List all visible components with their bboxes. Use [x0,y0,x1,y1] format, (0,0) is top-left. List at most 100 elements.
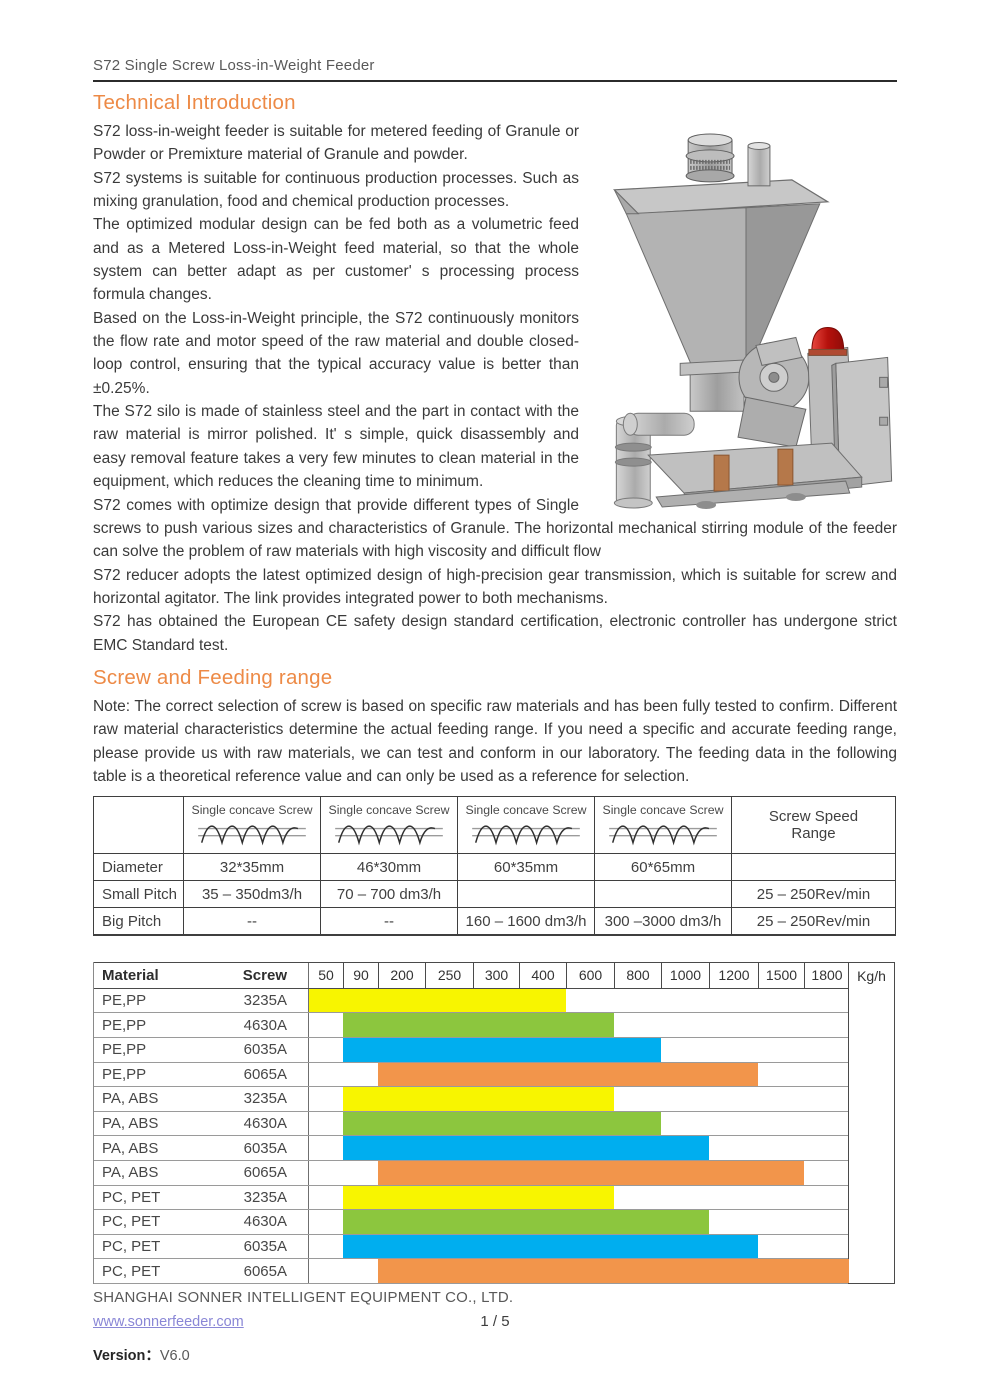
screw-label: 6065A [243,1164,287,1182]
range-bar [343,1185,614,1210]
feeding-range-chart: Material Screw 50 90 200 250 300 400 600 800 100… [93,961,895,1284]
axis-tick-1000: 1000 [661,962,709,988]
technical-introduction-paragraphs: S72 loss-in-weight feeder is suitable fo… [93,120,897,657]
body-paragraph: The optimized modular design can be fed … [93,216,579,304]
range-bar [343,1037,661,1062]
chart-row-paabs-6035a: PA, ABS 6035A [94,1136,848,1161]
material-label: PA, ABS [102,1115,159,1133]
material-label: PE,PP [102,1041,147,1059]
screw-label: 6065A [243,1262,287,1280]
screw-label: 6065A [243,1065,287,1083]
axis-tick-250: 250 [425,962,473,988]
material-label: PA, ABS [102,1090,159,1108]
axis-tick-300: 300 [473,962,519,988]
material-label: PE,PP [102,1065,147,1083]
body-paragraph: Based on the Loss-in-Weight principle, t… [93,309,579,397]
body-paragraph: The S72 silo is made of stainless steel … [93,403,579,491]
range-bar [378,1259,849,1283]
version-value: V6.0 [159,1347,190,1364]
chart-axis-ticks: 50 90 200 250 300 400 600 800 1000 1200 1500 1800 [308,962,849,988]
empty-corner-cell [93,796,184,855]
technical-introduction-body: S72 loss-in-weight feeder is suitable fo… [93,120,897,657]
material-label: PE,PP [102,1016,147,1034]
range-bar [343,1013,614,1037]
screw-spec-header-row: Single concave Screw Single concave Scre… [93,796,896,855]
screw-coil-icon [335,825,443,846]
company-name: SHANGHAI SONNER INTELLIGENT EQUIPMENT CO… [93,1288,514,1306]
chart-screw-header: Screw [242,966,287,984]
material-label: PE,PP [102,992,147,1010]
chart-row-pcpet-4630a: PC, PET 4630A [94,1210,848,1235]
beacon-lamp-icon [811,326,845,352]
range-bar [343,1111,661,1136]
axis-tick-1500: 1500 [758,962,804,988]
axis-tick-200: 200 [378,962,425,988]
document-title: S72 Single Screw Loss-in-Weight Feeder [93,57,375,74]
body-paragraph: S72 reducer adopts the latest optimized … [93,566,897,607]
chart-row-pcpet-6065a: PC, PET 6065A [94,1259,849,1284]
material-label: PC, PET [102,1188,161,1206]
table-row-big-pitch: Big Pitch -- -- 160 – 1600 dm3/h 300 –30… [93,907,896,936]
feeder-3d-render-icon [612,133,893,510]
material-label: PA, ABS [102,1164,159,1182]
website-link[interactable]: www.sonnerfeeder.com [93,1313,244,1330]
screw-spec-table: Single concave Screw Single concave Scre… [93,796,896,936]
screw-label: 4630A [243,1016,287,1034]
screw-type-header-3: Single concave Screw [457,796,595,855]
screw-label: 3235A [243,1090,287,1108]
screw-coil-icon [198,825,306,846]
chart-row-paabs-3235a: PA, ABS 3235A [94,1087,848,1112]
screw-label: 3235A [243,992,287,1010]
range-bar [378,1062,758,1087]
axis-tick-800: 800 [614,962,661,988]
material-label: PC, PET [102,1238,161,1256]
range-bar [343,1210,709,1234]
chart-row-paabs-6065a: PA, ABS 6065A [94,1160,848,1186]
screw-type-header-4: Single concave Screw [594,796,732,855]
range-bar [378,1160,804,1185]
screw-range-note: Note: The correct selection of screw is … [93,697,897,785]
material-label: PC, PET [102,1262,161,1280]
screw-speed-range-header: Screw Speed Range [731,796,896,855]
feeding-range-chart-main: Material Screw 50 90 200 250 300 400 600 800 100… [93,961,849,1284]
axis-tick-90: 90 [343,962,378,988]
screw-coil-icon [609,825,717,846]
range-bar [343,1234,758,1259]
material-label: PA, ABS [102,1139,159,1157]
body-paragraph: S72 has obtained the European CE safety … [93,613,897,654]
chart-row-pcpet-3235a: PC, PET 3235A [94,1185,848,1211]
axis-tick-50: 50 [318,966,334,983]
chart-row-pepp-6065a: PE,PP 6065A [94,1062,848,1088]
version-label: Version： [93,1347,160,1364]
material-label: PC, PET [102,1213,161,1231]
document-header: S72 Single Screw Loss-in-Weight Feeder [93,0,897,82]
chart-rows: PE,PP 3235A PE,PP 4630A PE,PP 6035A PE,PP 6065A… [94,988,849,1284]
screw-label: 4630A [243,1213,287,1231]
section-heading-technical-introduction: Technical Introduction [93,91,296,114]
table-row-small-pitch: Small Pitch 35 – 350dm3/h 70 – 700 dm3/h… [93,880,896,909]
screw-label: 6035A [243,1139,287,1157]
range-bar [343,1087,614,1111]
chart-unit-label: Kg/h [857,967,886,984]
screw-label: 6035A [243,1238,287,1256]
range-bar [343,1136,709,1160]
page-footer: SHANGHAI SONNER INTELLIGENT EQUIPMENT CO… [93,1289,897,1365]
section-heading-screw-and-feeding-range: Screw and Feeding range [93,665,333,689]
screw-label: 3235A [243,1188,287,1206]
feeder-image [595,126,897,510]
page-number: 1 / 5 [480,1312,510,1330]
body-paragraph: S72 loss-in-weight feeder is suitable fo… [93,123,579,164]
table-row-diameter: Diameter 32*35mm 46*30mm 60*35mm 60*65mm [93,853,896,882]
chart-row-pepp-6035a: PE,PP 6035A [94,1037,848,1063]
screw-coil-icon [472,825,580,846]
screw-label: 4630A [243,1115,287,1133]
chart-row-pcpet-6035a: PC, PET 6035A [94,1234,848,1260]
body-paragraph: S72 systems is suitable for continuous p… [93,169,579,211]
axis-tick-600: 600 [566,962,614,988]
screw-label: 6035A [243,1041,287,1059]
chart-row-pepp-3235a: PE,PP 3235A [94,988,848,1014]
chart-header-row: Material Screw 50 90 200 250 300 400 600 800 100… [94,961,849,989]
axis-tick-1800: 1800 [804,962,849,988]
page-content: S72 Single Screw Loss-in-Weight Feeder T… [93,0,897,1365]
body-paragraph: S72 comes with optimize design that prov… [93,496,897,561]
